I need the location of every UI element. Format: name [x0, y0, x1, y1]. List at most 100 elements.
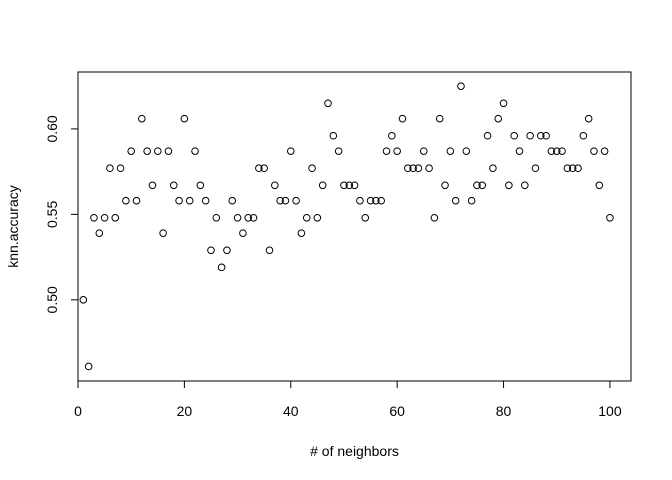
data-point: [313, 213, 322, 222]
data-point: [169, 181, 178, 190]
y-axis: 0.50 0.55 0.60: [44, 115, 79, 313]
y-axis-title: knn.accuracy: [5, 185, 21, 267]
data-point: [568, 164, 577, 173]
data-point: [542, 131, 550, 140]
data-point: [207, 246, 215, 255]
data-points: [79, 82, 614, 371]
data-point: [425, 164, 433, 173]
y-tick-label: 0.50: [44, 286, 60, 313]
data-point: [393, 147, 401, 155]
x-tick-label: 100: [598, 403, 622, 419]
data-point: [228, 196, 237, 205]
data-point: [558, 147, 566, 155]
data-point: [579, 131, 588, 140]
data-point: [388, 131, 396, 140]
data-point: [414, 164, 423, 173]
x-tick-label: 60: [389, 403, 405, 419]
data-point: [372, 196, 380, 205]
data-point: [79, 296, 88, 304]
data-point: [419, 147, 428, 155]
data-point: [143, 147, 151, 155]
x-tick-label: 20: [177, 403, 193, 419]
data-point: [435, 114, 444, 123]
data-point: [276, 196, 284, 205]
data-point: [84, 362, 93, 371]
data-point: [180, 114, 189, 123]
data-point: [308, 164, 316, 173]
x-tick-label: 80: [496, 403, 512, 419]
data-point: [286, 147, 295, 155]
data-point: [90, 213, 98, 222]
y-tick-label: 0.55: [44, 201, 60, 228]
data-point: [159, 229, 167, 237]
data-point: [271, 181, 279, 190]
data-point: [398, 114, 407, 123]
data-point: [100, 213, 109, 222]
data-point: [185, 196, 194, 205]
data-point: [116, 164, 125, 173]
data-point: [446, 147, 455, 155]
data-point: [340, 181, 348, 190]
data-point: [350, 181, 359, 190]
data-point: [430, 213, 439, 222]
data-point: [590, 147, 598, 155]
data-point: [478, 181, 487, 190]
data-point: [95, 229, 104, 237]
data-point: [521, 181, 529, 190]
data-point: [584, 114, 593, 123]
data-point: [531, 164, 540, 173]
data-point: [505, 181, 513, 190]
plot-box: [77, 71, 632, 382]
data-point: [260, 164, 268, 173]
data-point: [451, 196, 460, 205]
data-point: [148, 181, 157, 190]
data-point: [255, 164, 263, 173]
y-tick-label: 0.60: [44, 115, 60, 142]
data-point: [574, 164, 582, 173]
data-point: [595, 181, 604, 190]
data-point: [377, 196, 386, 205]
data-point: [217, 263, 226, 272]
data-point: [563, 164, 572, 173]
x-axis: 0 20 40 60 80 100: [74, 380, 622, 419]
data-point: [441, 181, 449, 190]
data-point: [196, 181, 205, 190]
data-point: [233, 213, 242, 222]
x-tick-label: 0: [74, 403, 82, 419]
data-point: [281, 196, 290, 205]
data-point: [499, 99, 508, 108]
data-point: [600, 147, 609, 155]
data-point: [361, 213, 370, 222]
data-point: [606, 213, 614, 222]
data-point: [239, 229, 247, 237]
data-point: [409, 164, 417, 173]
data-point: [127, 147, 135, 155]
data-point: [489, 164, 497, 173]
data-point: [302, 213, 311, 222]
data-point: [526, 131, 534, 140]
data-point: [249, 213, 258, 222]
data-point: [334, 147, 343, 155]
data-point: [329, 131, 338, 140]
data-point: [138, 114, 146, 123]
data-point: [382, 147, 391, 155]
data-point: [201, 196, 210, 205]
data-point: [483, 131, 492, 140]
data-point: [510, 131, 518, 140]
data-point: [153, 147, 162, 155]
data-point: [536, 131, 545, 140]
data-point: [223, 246, 231, 255]
data-point: [403, 164, 412, 173]
x-axis-title: # of neighbors: [310, 443, 399, 459]
data-point: [345, 181, 354, 190]
data-point: [292, 196, 300, 205]
x-tick-label: 40: [283, 403, 299, 419]
data-point: [132, 196, 141, 205]
data-point: [356, 196, 364, 205]
data-point: [297, 229, 306, 237]
data-point: [457, 82, 465, 90]
data-point: [164, 147, 173, 155]
data-point: [552, 147, 561, 155]
data-point: [122, 196, 130, 205]
